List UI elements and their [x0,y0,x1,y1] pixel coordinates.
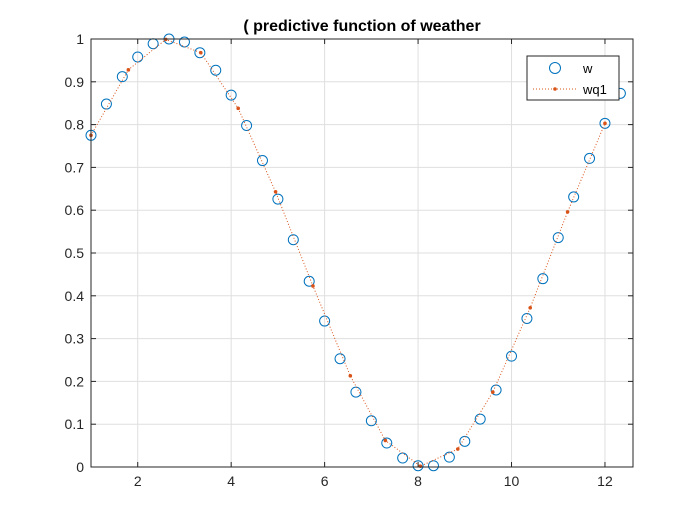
y-tick-label: 0 [76,459,84,475]
data-point-wq1 [348,374,353,378]
data-point-w [506,350,518,362]
x-tick-label: 10 [504,473,520,489]
tick-layer: 2 4 6 8 10 12 0 0.1 0.2 0.3 0.4 0.5 0.6 0.7 0.8 0.9 1 [65,31,633,489]
data-point-w [459,435,471,447]
x-tick-label: 2 [134,473,142,489]
data-point-w [584,152,596,164]
data-point-wq1 [491,390,495,394]
data-point-wq1 [383,438,388,443]
data-point-wq1 [199,50,203,55]
y-tick-label: 0.5 [65,245,85,261]
data-point-w [303,275,315,287]
data-point-w [381,437,393,449]
y-tick-label: 1 [76,31,84,47]
y-tick-label: 0.3 [65,331,85,347]
data-point-w [116,71,128,83]
data-point-wq1 [236,106,240,111]
data-point-w [552,232,564,244]
x-tick-label: 12 [597,473,613,489]
data-point-w [397,452,409,464]
x-tick-label: 4 [227,473,235,489]
data-point-w [537,273,549,285]
data-point-w [287,234,299,246]
legend-label-w: w [582,61,593,76]
data-point-wq1 [273,189,278,194]
data-point-w [443,451,455,463]
data-point-w [350,386,362,398]
legend: w wq1 [526,55,620,101]
legend-marker-w [549,62,561,74]
data-point-w [272,193,284,205]
legend-box [526,55,620,101]
y-tick-label: 0.8 [65,117,85,133]
data-point-w [334,353,346,365]
data-point-w [178,36,190,48]
data-point-wq1 [455,447,460,451]
grid-lines [91,38,633,468]
legend-label-wq1: wq1 [582,82,607,97]
data-point-wq1 [528,305,533,310]
y-tick-label: 0.9 [65,74,85,90]
data-point-wq1 [126,68,131,72]
y-tick-label: 0.1 [65,416,85,432]
legend-marker-wq1 [553,87,557,91]
data-point-w [599,117,611,129]
chart-title: ( predictive function of weather [243,18,480,35]
data-point-w [365,415,377,427]
data-point-w [241,119,253,131]
data-point-wq1 [565,210,570,214]
data-point-w [474,413,486,425]
data-point-w [427,460,439,472]
data-point-w [256,155,268,167]
data-point-w [521,312,533,324]
x-tick-label: 8 [414,473,422,489]
y-tick-label: 0.7 [65,159,85,175]
series-line-wq1 [90,38,606,467]
data-point-w [194,47,206,59]
data-point-w [210,64,222,76]
y-tick-label: 0.4 [65,288,85,304]
y-tick-label: 0.2 [65,373,85,389]
data-point-w [225,89,237,101]
data-point-w [412,460,424,472]
x-tick-label: 6 [321,473,329,489]
data-point-wq1 [603,121,607,126]
y-tick-label: 0.6 [65,202,85,218]
data-point-wq1 [311,284,315,288]
data-point-w [319,315,331,327]
data-point-w [568,191,580,203]
